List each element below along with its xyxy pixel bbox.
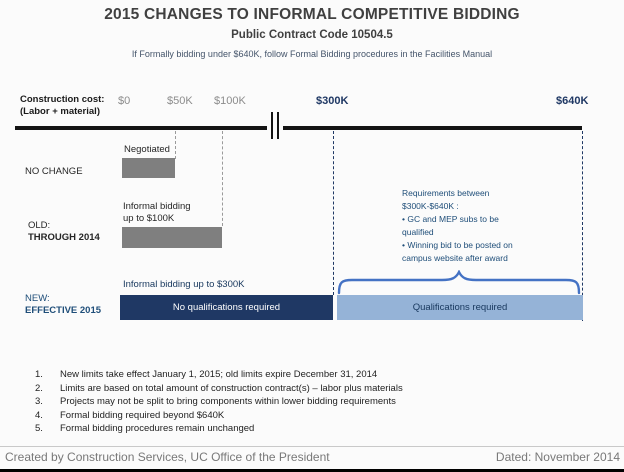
axis-break-icon: [267, 112, 283, 139]
tick-0: $0: [118, 95, 131, 107]
row-label-no-change: NO CHANGE: [25, 166, 83, 177]
axis-label-line2: (Labor + material): [20, 106, 100, 117]
negotiated-bar: [122, 158, 175, 178]
old-label-line2: THROUGH 2014: [28, 232, 100, 243]
footer-divider: [0, 446, 624, 447]
tick-640k: $640K: [556, 95, 589, 107]
old-bar-caption-line1: Informal bidding: [123, 201, 191, 212]
tick-300k: $300K: [316, 95, 349, 107]
footnote-5-text: Formal bidding procedures remain unchang…: [60, 423, 255, 434]
footnote-1-number: 1.: [35, 369, 43, 380]
requirements-bullet-1: • GC and MEP subs to be qualified: [402, 214, 499, 237]
footnote-3-number: 3.: [35, 396, 43, 407]
curly-brace-icon: [337, 270, 581, 295]
header-note: If Formally bidding under $640K, follow …: [131, 49, 493, 59]
new-label-line1: NEW:: [25, 293, 50, 304]
dashed-line-100k: [222, 131, 223, 226]
requirements-note: Requirements between $300K-$640K : • GC …: [402, 187, 514, 265]
dashed-line-640k: [582, 131, 583, 321]
footnote-2-text: Limits are based on total amount of cons…: [60, 382, 403, 394]
requirements-intro: Requirements between $300K-$640K :: [402, 188, 490, 211]
footnote-1-text: New limits take effect January 1, 2015; …: [60, 369, 378, 380]
axis-label-line1: Construction cost:: [20, 94, 105, 105]
footer-date: Dated: November 2014: [495, 450, 620, 464]
dashed-line-300k: [333, 131, 334, 295]
dashed-line-50k: [175, 131, 176, 159]
axis-line: [15, 126, 582, 130]
row-label-old: OLD: THROUGH 2014: [28, 220, 100, 244]
row-label-new: NEW: EFFECTIVE 2015: [25, 293, 101, 317]
old-bar-caption: Informal bidding up to $100K: [123, 201, 191, 225]
qualifications-bar: Qualifications required: [337, 295, 583, 320]
axis-label: Construction cost: (Labor + material): [20, 94, 104, 118]
footnote-3-text: Projects may not be split to bring compo…: [60, 396, 396, 407]
new-label-line2: EFFECTIVE 2015: [25, 305, 102, 316]
old-bar-caption-line2: up to $100K: [123, 213, 175, 224]
old-label-line1: OLD:: [28, 220, 51, 231]
footnote-5: 5. Formal bidding procedures remain unch…: [35, 423, 403, 434]
requirements-bullet-2: • Winning bid to be posted on campus web…: [402, 240, 513, 263]
footnote-4-text: Formal bidding required beyond $640K: [60, 409, 225, 421]
footnote-1: 1. New limits take effect January 1, 201…: [35, 369, 403, 380]
footnotes-list: 1. New limits take effect January 1, 201…: [35, 369, 403, 437]
page-title: 2015 CHANGES TO INFORMAL COMPETITIVE BID…: [104, 6, 520, 23]
footnote-3: 3. Projects may not be split to bring co…: [35, 396, 403, 407]
negotiated-bar-caption: Negotiated: [124, 144, 170, 155]
footnote-4-number: 4.: [35, 409, 43, 421]
footnote-5-number: 5.: [35, 423, 43, 434]
footnote-2: 2. Limits are based on total amount of c…: [35, 383, 403, 394]
footnote-4: 4. Formal bidding required beyond $640K: [35, 410, 403, 421]
old-informal-bar: [122, 227, 222, 248]
tick-50k: $50K: [167, 95, 193, 107]
footnote-2-number: 2.: [35, 382, 43, 394]
bottom-border: [0, 469, 624, 472]
footer-credit: Created by Construction Services, UC Off…: [5, 450, 330, 464]
page-subtitle: Public Contract Code 10504.5: [231, 29, 393, 41]
no-qualifications-bar: No qualifications required: [120, 295, 333, 320]
tick-100k: $100K: [214, 95, 246, 107]
new-bar-caption: Informal bidding up to $300K: [123, 279, 245, 290]
